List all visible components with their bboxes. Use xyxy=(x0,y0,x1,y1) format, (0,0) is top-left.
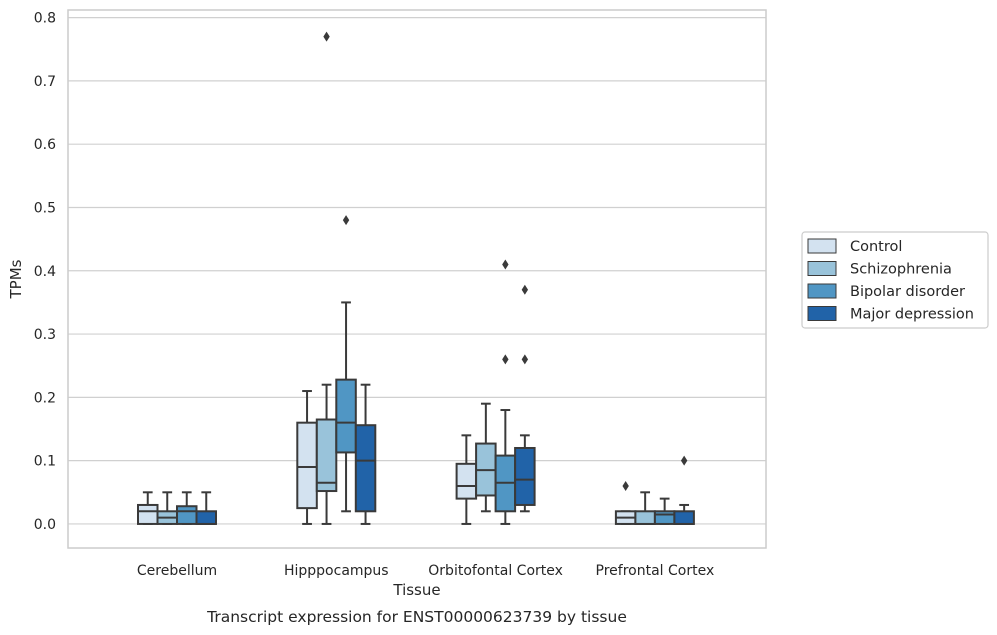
outlier-point xyxy=(502,259,509,270)
box-iqr xyxy=(455,462,478,500)
box-control xyxy=(137,491,159,525)
box-iqr xyxy=(673,510,695,525)
box-major-depression xyxy=(195,491,217,525)
box-iqr xyxy=(195,510,217,525)
box-iqr xyxy=(653,510,676,525)
y-tick-label: 0.7 xyxy=(34,74,56,90)
box-bipolar-disorder xyxy=(653,497,676,525)
y-gridlines xyxy=(68,16,766,525)
y-tick-label: 0.1 xyxy=(34,454,56,470)
box-iqr xyxy=(315,418,338,493)
outlier-point xyxy=(342,215,350,226)
x-tick-label: Prefrontal Cortex xyxy=(596,563,715,579)
y-tick-label: 0.6 xyxy=(34,137,56,153)
box-major-depression xyxy=(354,383,377,525)
outlier-point xyxy=(680,455,688,466)
y-tick-label: 0.0 xyxy=(34,517,56,533)
box-control xyxy=(296,390,318,525)
box-schizophrenia xyxy=(634,491,656,525)
x-tick-label: Cerebellum xyxy=(137,563,217,579)
box-schizophrenia xyxy=(315,31,338,525)
box-control xyxy=(614,480,637,525)
outlier-point xyxy=(622,480,629,491)
x-tick-label: Orbitofontal Cortex xyxy=(428,563,563,579)
x-tick-label: Hipppocampus xyxy=(284,563,389,579)
x-axis-label: Tissue xyxy=(392,581,440,599)
outlier-point xyxy=(323,31,330,42)
x-axis-ticks: Cerebellum Hipppocampus Orbitofontal Corte… xyxy=(137,563,714,579)
y-axis-label: TPMs xyxy=(7,259,25,299)
y-tick-label: 0.3 xyxy=(34,327,56,343)
box-iqr xyxy=(634,510,656,525)
legend-swatch xyxy=(807,306,837,321)
box-plot-marks xyxy=(137,31,695,525)
y-tick-label: 0.8 xyxy=(34,11,56,27)
y-tick-label: 0.4 xyxy=(34,264,56,280)
legend-swatch xyxy=(807,261,837,276)
y-tick-label: 0.5 xyxy=(34,200,56,216)
outlier-point xyxy=(521,284,529,295)
box-major-depression xyxy=(514,284,536,513)
outlier-point xyxy=(502,354,509,365)
chart-caption: Transcript expression for ENST0000062373… xyxy=(206,608,627,626)
y-axis-ticks: 0.0 0.1 0.2 0.3 0.4 0.5 0.6 0.7 0.8 xyxy=(34,11,56,533)
box-bipolar-disorder xyxy=(335,215,357,513)
y-tick-label: 0.2 xyxy=(34,390,56,406)
box-iqr xyxy=(335,378,357,454)
box-bipolar-disorder xyxy=(176,491,198,525)
box-schizophrenia xyxy=(156,491,178,525)
box-iqr xyxy=(176,505,198,525)
legend-swatch xyxy=(807,283,837,299)
legend-swatch xyxy=(807,238,837,254)
box-control xyxy=(455,434,478,525)
legend-frame xyxy=(801,231,989,329)
box-iqr xyxy=(514,446,536,506)
box-schizophrenia xyxy=(475,402,497,513)
legend-label: Control xyxy=(850,239,902,255)
box-iqr xyxy=(296,421,318,510)
legend-label: Major depression xyxy=(850,307,974,323)
plot-frame xyxy=(67,9,767,549)
box-iqr xyxy=(137,503,159,525)
legend-label: Bipolar disorder xyxy=(850,284,965,300)
legend-label: Schizophrenia xyxy=(850,262,952,278)
box-iqr xyxy=(354,424,377,513)
legend: Control Schizophrenia Bipolar disorder Majo… xyxy=(801,231,989,329)
box-major-depression xyxy=(673,455,695,525)
outlier-point xyxy=(521,354,529,365)
box-bipolar-disorder xyxy=(494,259,517,525)
